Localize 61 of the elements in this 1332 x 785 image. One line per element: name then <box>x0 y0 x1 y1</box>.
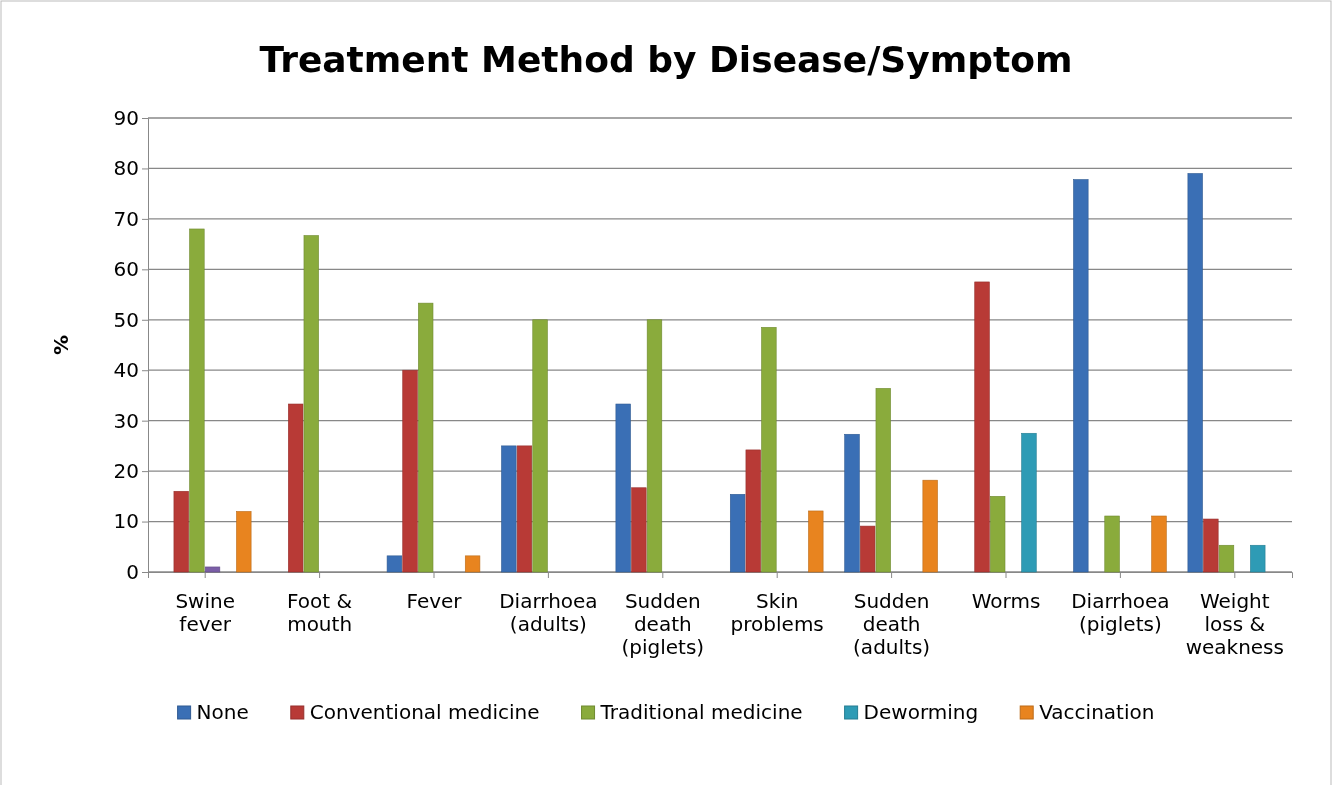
bar <box>974 281 990 573</box>
bar <box>922 479 938 573</box>
y-tick-label: 30 <box>113 408 139 433</box>
x-tick-label: Diarrhoea (piglets) <box>1071 589 1170 636</box>
bar <box>402 369 418 573</box>
bar <box>204 566 221 573</box>
bar <box>730 494 746 573</box>
y-tick-label: 40 <box>113 358 139 383</box>
bar <box>501 445 517 573</box>
bar <box>532 319 548 573</box>
bar <box>1021 432 1037 573</box>
bar <box>860 525 876 573</box>
x-tick-label: Fever <box>406 589 463 613</box>
x-tick-label: Foot & mouth <box>287 589 353 636</box>
x-tick-label: Swine fever <box>175 589 235 636</box>
x-tick-label: Skin problems <box>730 589 824 636</box>
x-tick-label: Diarrhoea (adults) <box>499 589 598 636</box>
bar <box>875 388 891 573</box>
bar <box>1203 518 1219 573</box>
bar <box>288 403 304 573</box>
bar <box>1073 179 1089 573</box>
bar <box>1104 515 1120 573</box>
bar <box>808 510 824 573</box>
y-axis-title: % <box>49 334 73 356</box>
bar <box>173 490 189 573</box>
legend-label: Traditional medicine <box>599 700 803 724</box>
bar <box>236 511 252 573</box>
bar <box>303 235 319 573</box>
bar <box>464 555 481 573</box>
legend-label: None <box>196 700 249 724</box>
bar <box>844 433 860 573</box>
x-tick-label: Sudden death (adults) <box>853 589 931 659</box>
bar <box>386 555 403 573</box>
bar <box>761 327 777 573</box>
bar <box>631 487 647 573</box>
bar <box>1250 544 1266 573</box>
y-tick-label: 80 <box>113 156 139 181</box>
chart-title: Treatment Method by Disease/Symptom <box>259 39 1073 80</box>
legend-label: Conventional medicine <box>309 700 540 724</box>
bar <box>1218 544 1235 573</box>
y-tick-label: 50 <box>113 307 139 332</box>
bar <box>990 496 1006 573</box>
y-tick-label: 90 <box>113 105 139 130</box>
legend-label: Vaccination <box>1039 700 1155 724</box>
bar <box>745 449 761 573</box>
bar <box>646 319 663 573</box>
bar <box>1187 173 1203 573</box>
bar <box>615 403 631 573</box>
bar <box>189 228 205 573</box>
x-tick-label: Sudden death (piglets) <box>621 589 705 659</box>
legend-label: Deworming <box>863 700 979 724</box>
x-tick-label: Weight loss & weakness <box>1185 589 1284 659</box>
bar <box>1151 515 1167 573</box>
bar <box>516 445 533 573</box>
y-tick-label: 70 <box>113 206 139 231</box>
y-tick-label: 0 <box>126 559 139 584</box>
x-tick-label: Worms <box>971 589 1041 613</box>
y-tick-label: 60 <box>113 257 139 282</box>
bar <box>418 302 434 573</box>
y-tick-label: 20 <box>113 459 139 484</box>
y-tick-label: 10 <box>113 509 139 534</box>
